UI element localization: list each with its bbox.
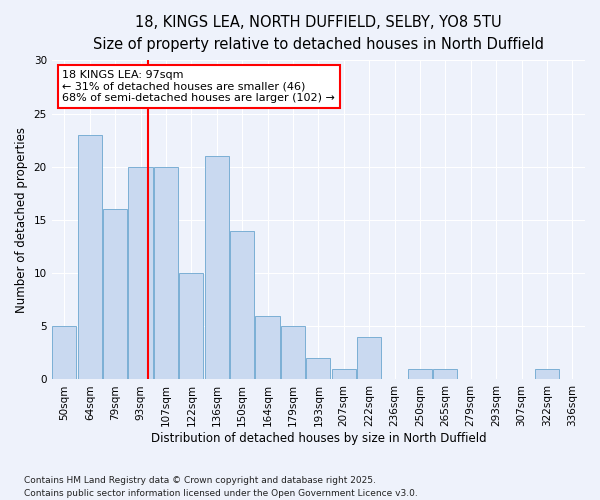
Text: Contains HM Land Registry data © Crown copyright and database right 2025.
Contai: Contains HM Land Registry data © Crown c… <box>24 476 418 498</box>
Bar <box>357 337 381 380</box>
Bar <box>306 358 331 380</box>
Bar <box>154 166 178 380</box>
Bar <box>77 135 102 380</box>
Bar <box>179 273 203 380</box>
Bar <box>332 369 356 380</box>
Bar <box>281 326 305 380</box>
Bar <box>433 369 457 380</box>
Bar <box>535 369 559 380</box>
Text: 18 KINGS LEA: 97sqm
← 31% of detached houses are smaller (46)
68% of semi-detach: 18 KINGS LEA: 97sqm ← 31% of detached ho… <box>62 70 335 103</box>
Bar <box>408 369 432 380</box>
Bar <box>128 166 152 380</box>
Title: 18, KINGS LEA, NORTH DUFFIELD, SELBY, YO8 5TU
Size of property relative to detac: 18, KINGS LEA, NORTH DUFFIELD, SELBY, YO… <box>93 15 544 52</box>
Bar <box>103 209 127 380</box>
Bar <box>230 230 254 380</box>
X-axis label: Distribution of detached houses by size in North Duffield: Distribution of detached houses by size … <box>151 432 486 445</box>
Bar <box>205 156 229 380</box>
Y-axis label: Number of detached properties: Number of detached properties <box>15 127 28 313</box>
Bar <box>52 326 76 380</box>
Bar <box>256 316 280 380</box>
